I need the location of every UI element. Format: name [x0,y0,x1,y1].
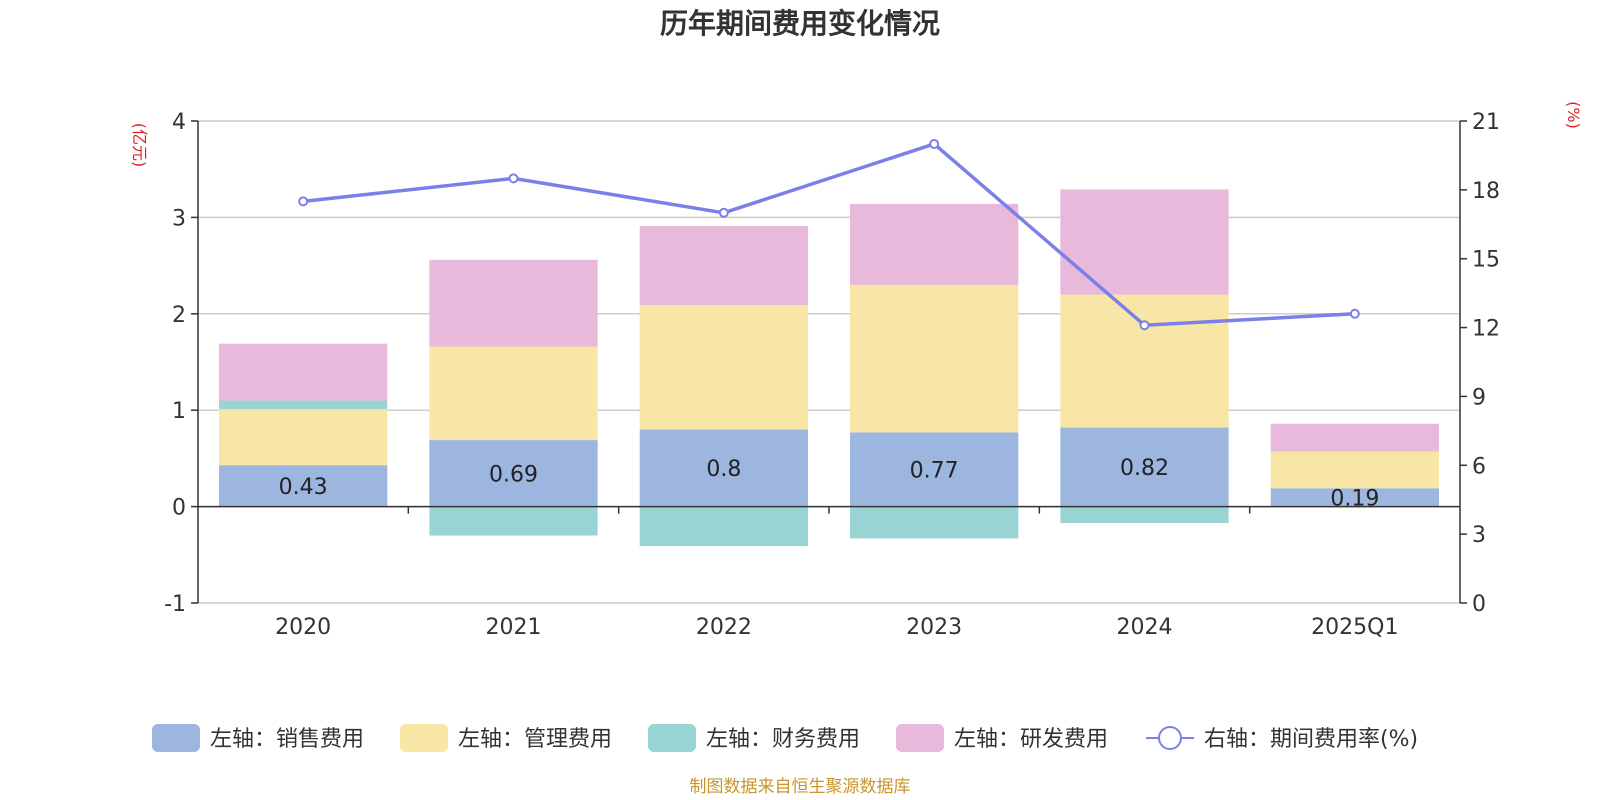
left-tick-label: 3 [172,206,186,231]
legend-swatch [648,724,696,752]
bar-segment [850,284,1019,433]
data-labels: 0.43 0.69 0.8 0.77 0.82 0.19 [279,456,1380,511]
x-tick-label: 2021 [486,615,542,640]
rate-point [929,138,940,149]
data-label: 0.8 [706,457,741,482]
bar-segment [429,440,598,507]
x-tick-label: 2020 [275,615,331,640]
rate-point [1349,308,1360,319]
legend-marker [1158,726,1182,750]
bar-segment [639,305,808,430]
bar-segment [850,506,1019,539]
left-tick-label: 4 [172,110,186,135]
right-tick-label: 18 [1472,179,1500,204]
data-label: 0.77 [910,458,959,483]
bar-segment [1060,506,1229,523]
x-tick-label: 2025Q1 [1311,615,1398,640]
bar-segment [850,432,1019,507]
right-axis-unit-label: (%) [1564,101,1583,129]
bar-segment [1270,488,1439,507]
right-tick-label: 0 [1472,592,1486,617]
data-label: 0.69 [489,462,538,487]
left-tick-label: 2 [172,303,186,328]
right-tick-label: 21 [1472,110,1500,135]
rate-point [298,196,309,207]
rate-point [1139,320,1150,331]
data-label: 0.82 [1120,456,1169,481]
data-label: 0.19 [1330,486,1379,511]
bar-segment [639,506,808,547]
left-tick-label: 1 [172,399,186,424]
bar-segment [1060,189,1229,295]
legend-swatch [896,724,944,752]
legend-label: 左轴：财务费用 [706,727,860,752]
bar-segment [219,400,388,410]
legend: 左轴：销售费用 左轴：管理费用 左轴：财务费用 左轴：研发费用 右轴：期间费用率(%) [152,724,1418,752]
bar-segment [850,203,1019,285]
chart-title: 历年期间费用变化情况 [660,7,940,40]
left-tick-label: -1 [164,592,186,617]
right-tick-label: 12 [1472,317,1500,342]
left-axis-unit-label: (亿元) [130,123,149,168]
source-note: 制图数据来自恒生聚源数据库 [690,777,911,797]
bar-segment [1270,423,1439,452]
data-label: 0.43 [279,475,328,500]
right-tick-label: 3 [1472,523,1486,548]
bar-segment [1060,294,1229,428]
bar-segment [1270,451,1439,489]
right-tick-label: 9 [1472,385,1486,410]
bar-segment [219,409,388,466]
x-tick-label: 2022 [696,615,752,640]
x-tick-label: 2024 [1117,615,1173,640]
bar-segment [1060,427,1229,507]
legend-label: 左轴：管理费用 [458,727,612,752]
right-tick-label: 6 [1472,454,1486,479]
legend-label: 左轴：研发费用 [954,727,1108,752]
bar-segment [429,346,598,441]
bar-segment [429,259,598,347]
bars [219,189,1439,547]
rate-line [298,138,1360,331]
left-tick-label: 0 [172,496,186,521]
x-tick-label: 2023 [906,615,962,640]
right-tick-label: 15 [1472,248,1500,273]
legend-swatch [400,724,448,752]
legend-label: 左轴：销售费用 [210,727,364,752]
bar-segment [219,343,388,401]
bar-segment [219,465,388,507]
legend-swatch [152,724,200,752]
legend-label: 右轴：期间费用率(%) [1204,727,1418,752]
bar-segment [639,429,808,507]
bar-segment [639,226,808,306]
rate-point [718,207,729,218]
rate-point [508,173,519,184]
rate-line-path [302,141,1355,328]
bar-segment [429,506,598,536]
